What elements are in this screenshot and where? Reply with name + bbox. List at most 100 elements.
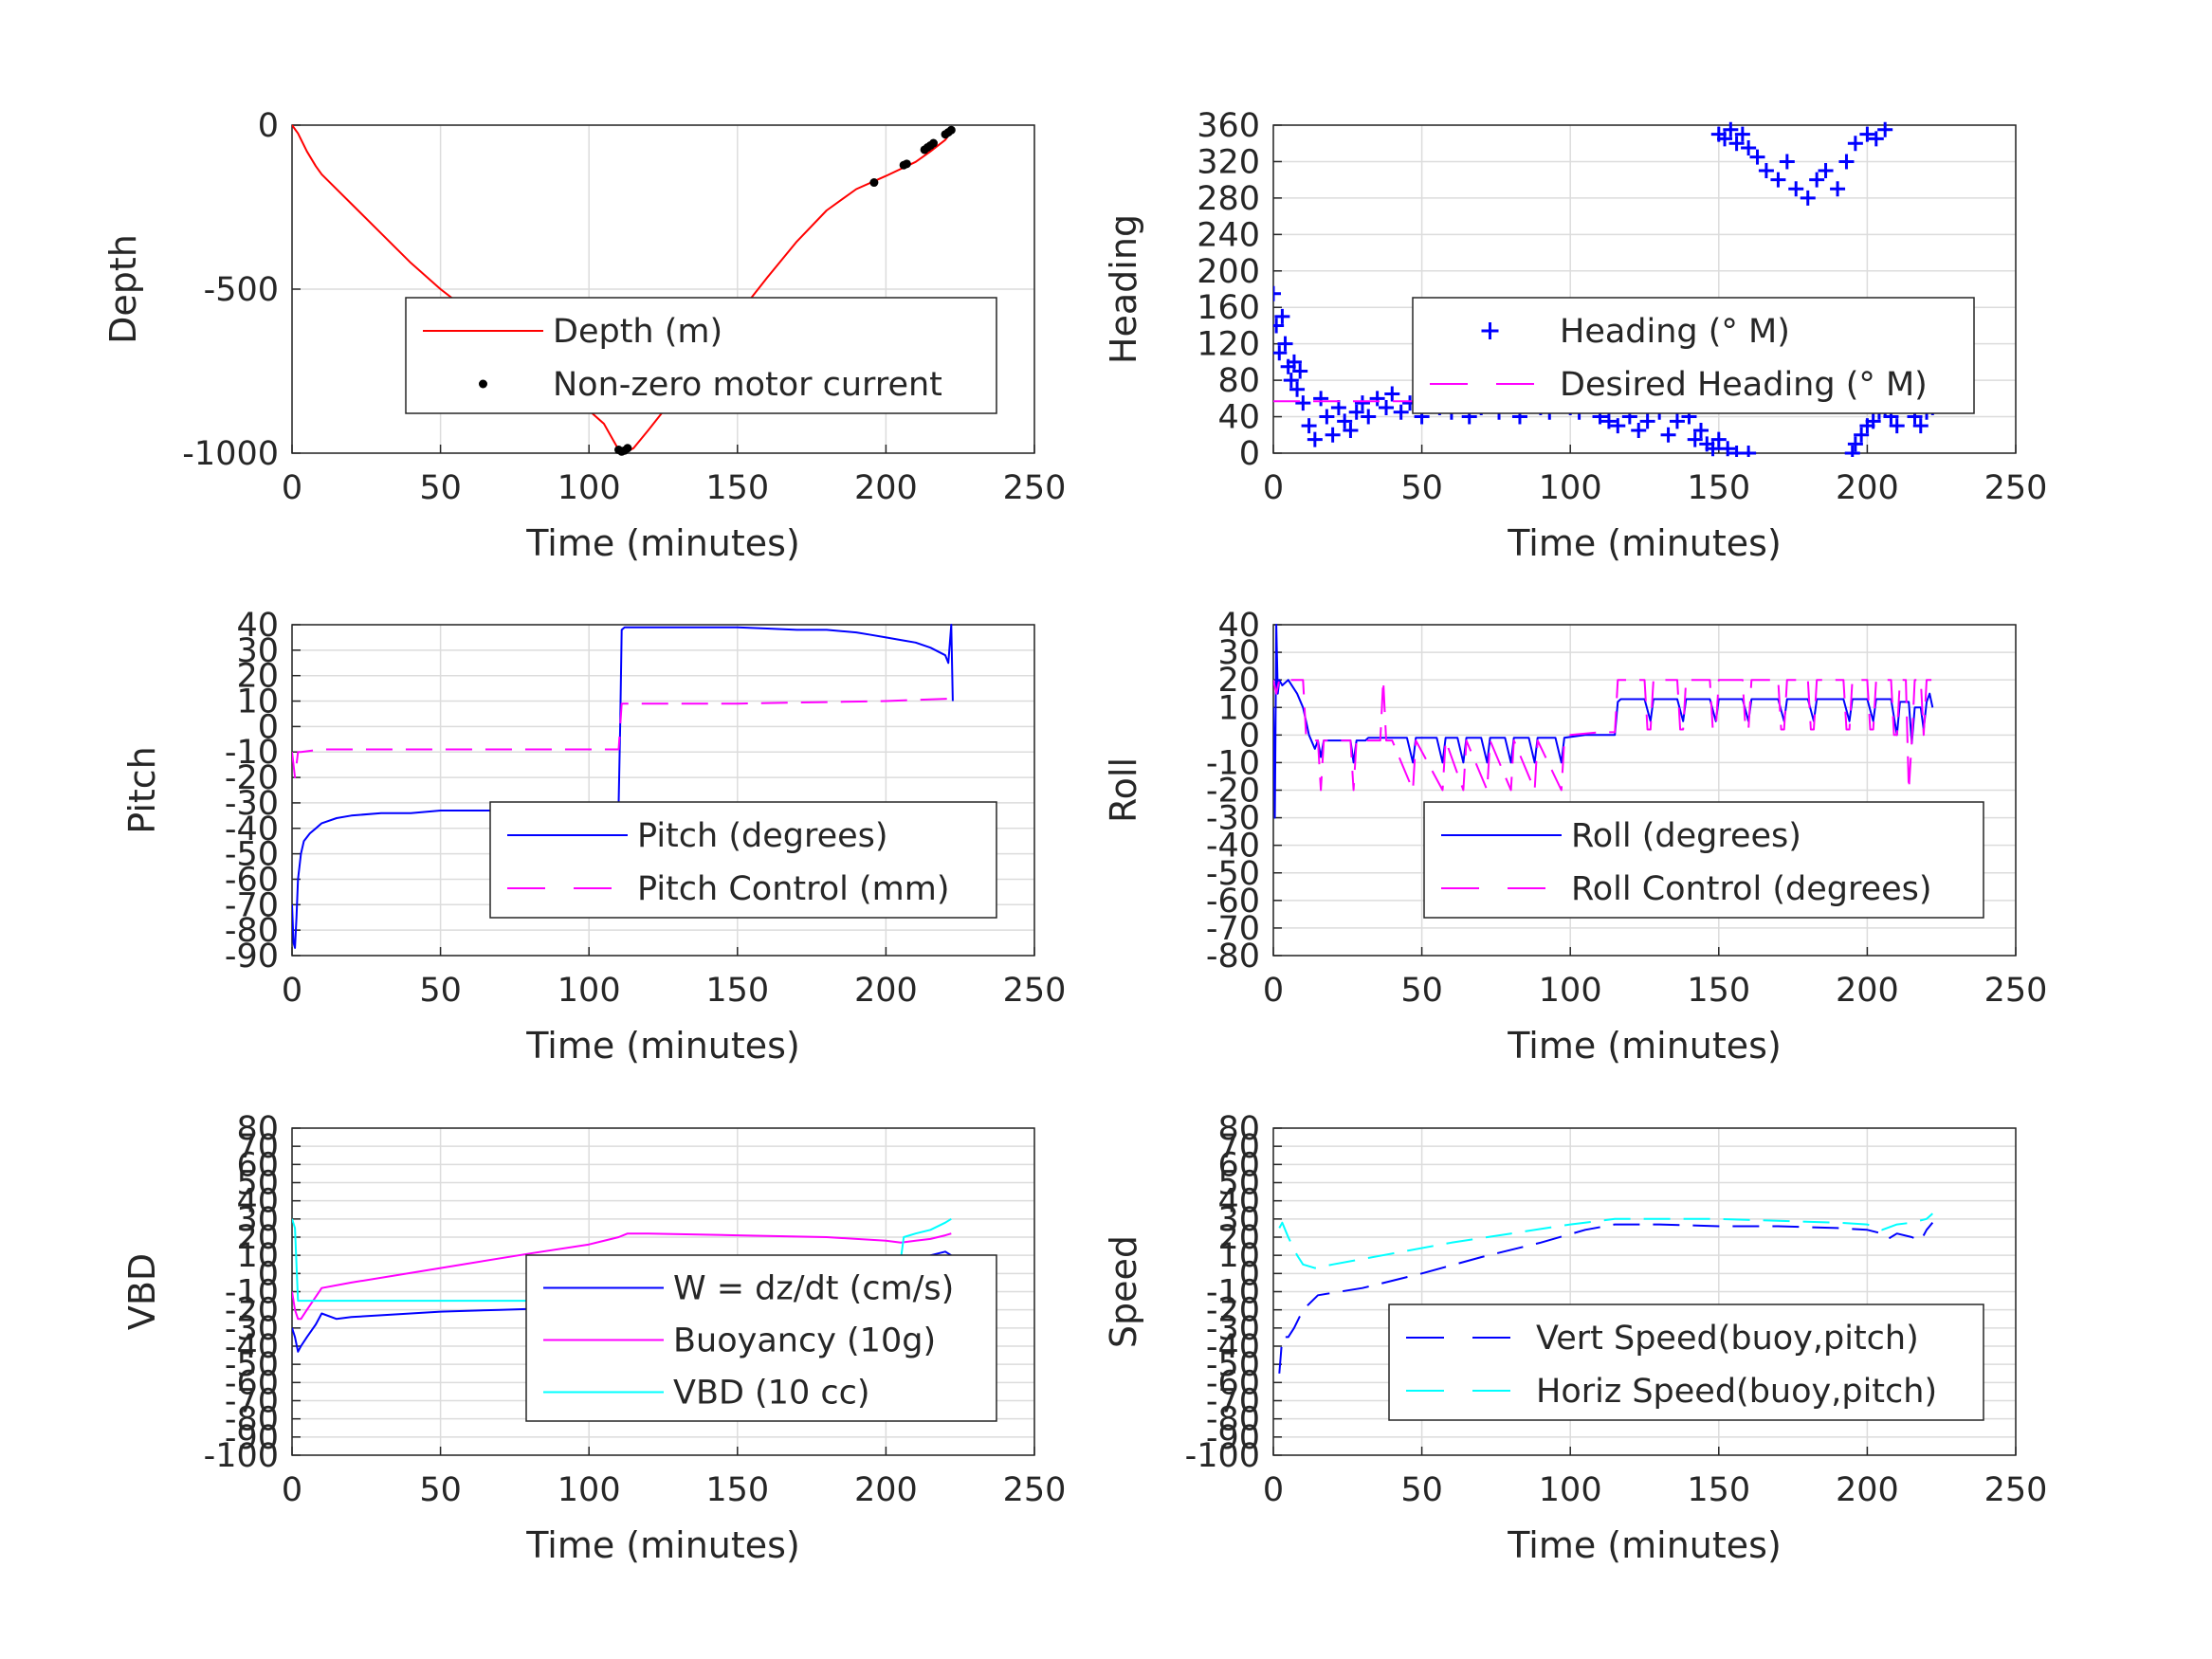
y-tick-label: -100 bbox=[204, 1437, 279, 1475]
legend-entry: Roll Control (degrees) bbox=[1571, 870, 1932, 908]
x-tick-label: 0 bbox=[1263, 1471, 1284, 1509]
data-point bbox=[1720, 441, 1736, 457]
y-tick-label: -10 bbox=[225, 1274, 279, 1312]
y-tick-label: -20 bbox=[225, 1292, 279, 1330]
data-point bbox=[1639, 413, 1655, 429]
data-point bbox=[1330, 399, 1346, 415]
data-point bbox=[1277, 336, 1293, 352]
y-tick-label: 20 bbox=[1217, 1219, 1260, 1257]
data-point bbox=[1354, 395, 1370, 411]
y-tick-label: 0 bbox=[1239, 435, 1260, 473]
y-tick-label: -90 bbox=[225, 938, 279, 975]
y-tick-label: -100 bbox=[1185, 1437, 1260, 1475]
data-point bbox=[1301, 418, 1317, 434]
y-tick-label: 40 bbox=[1217, 607, 1260, 645]
data-point bbox=[623, 444, 632, 453]
y-tick-label: -10 bbox=[1206, 744, 1260, 782]
series-1 bbox=[1278, 1222, 1934, 1374]
y-tick-label: 320 bbox=[1197, 143, 1260, 181]
y-tick-label: -20 bbox=[225, 759, 279, 797]
y-tick-label: -80 bbox=[225, 912, 279, 950]
series-2 bbox=[1273, 679, 1933, 792]
y-tick-label: -60 bbox=[1206, 1364, 1260, 1402]
y-tick-label: 10 bbox=[1217, 1237, 1260, 1275]
data-point bbox=[1758, 163, 1774, 179]
x-tick-label: 50 bbox=[419, 1471, 462, 1509]
series-1 bbox=[1273, 624, 1934, 819]
data-point bbox=[1307, 431, 1323, 447]
x-tick-label: 50 bbox=[1400, 469, 1443, 507]
data-point bbox=[1292, 363, 1308, 379]
y-tick-label: -70 bbox=[225, 886, 279, 924]
data-point bbox=[1600, 413, 1617, 429]
y-axis-label: Roll bbox=[1103, 757, 1144, 823]
series-line bbox=[1278, 1222, 1934, 1374]
plot-area bbox=[1273, 624, 1934, 819]
data-point bbox=[1818, 163, 1834, 179]
y-tick-label: -40 bbox=[225, 811, 279, 848]
x-tick-label: 0 bbox=[282, 972, 302, 1010]
y-tick-label: -20 bbox=[1206, 773, 1260, 811]
subplot-4: 0 50 100 150 200 250-80-70-60-50-40-30-20-100… bbox=[1103, 607, 2047, 1066]
x-tick-label: 50 bbox=[1400, 972, 1443, 1010]
data-point bbox=[1779, 154, 1795, 170]
y-tick-label: 20 bbox=[236, 658, 279, 696]
x-tick-label: 250 bbox=[1003, 469, 1067, 507]
data-point bbox=[1660, 427, 1676, 443]
series-2 bbox=[1278, 1212, 1933, 1269]
x-tick-label: 200 bbox=[854, 1471, 918, 1509]
y-tick-label: 10 bbox=[236, 684, 279, 721]
data-point bbox=[1295, 395, 1311, 411]
y-tick-label: 40 bbox=[236, 1183, 279, 1221]
y-tick-label: -80 bbox=[1206, 1401, 1260, 1439]
x-tick-label: 0 bbox=[1263, 972, 1284, 1010]
y-tick-label: -80 bbox=[1206, 938, 1260, 975]
legend-entry: Roll (degrees) bbox=[1571, 817, 1801, 855]
data-point bbox=[1273, 318, 1285, 334]
data-point bbox=[902, 159, 911, 169]
y-tick-label: -40 bbox=[225, 1328, 279, 1366]
legend-box bbox=[525, 1254, 997, 1422]
data-point bbox=[1274, 308, 1290, 324]
y-tick-label: 80 bbox=[236, 1110, 279, 1148]
y-tick-label: -10 bbox=[225, 734, 279, 772]
data-point bbox=[1705, 441, 1721, 457]
legend: Depth (m) Non-zero motor current bbox=[405, 297, 997, 414]
x-tick-label: 150 bbox=[705, 1471, 769, 1509]
legend: Roll (degrees) Roll Control (degrees) bbox=[1423, 801, 1984, 919]
data-point bbox=[869, 178, 879, 188]
data-point bbox=[1669, 413, 1685, 429]
x-tick-label: 250 bbox=[1003, 972, 1067, 1010]
legend-box bbox=[1388, 1304, 1984, 1421]
data-point bbox=[1868, 131, 1884, 147]
data-point bbox=[1710, 431, 1727, 447]
data-point bbox=[1877, 121, 1893, 137]
legend-entry: VBD (10 cc) bbox=[673, 1375, 870, 1413]
data-point bbox=[1847, 436, 1863, 452]
data-point bbox=[1854, 427, 1870, 443]
plot-area bbox=[292, 124, 956, 456]
y-axis-label: Speed bbox=[1103, 1235, 1144, 1348]
x-tick-label: 200 bbox=[854, 972, 918, 1010]
data-point bbox=[1289, 381, 1306, 397]
x-tick-label: 50 bbox=[419, 469, 462, 507]
data-point bbox=[1693, 422, 1709, 438]
y-tick-label: -30 bbox=[1206, 1310, 1260, 1348]
data-point bbox=[1313, 391, 1329, 407]
y-tick-label: 0 bbox=[258, 107, 279, 145]
x-tick-label: 50 bbox=[1400, 1471, 1443, 1509]
legend: W = dz/dt (cm/s) Buoyancy (10g) VBD (10 cc… bbox=[525, 1254, 997, 1422]
data-point bbox=[1325, 427, 1341, 443]
data-point bbox=[1687, 431, 1703, 447]
y-tick-label: 50 bbox=[236, 1165, 279, 1203]
data-point bbox=[1770, 172, 1786, 188]
series-line bbox=[1273, 624, 1934, 819]
plot-area bbox=[1278, 1212, 1934, 1374]
y-tick-label: -30 bbox=[225, 785, 279, 823]
data-point bbox=[1717, 131, 1733, 147]
y-tick-label: -20 bbox=[1206, 1292, 1260, 1330]
x-tick-label: 150 bbox=[1687, 972, 1750, 1010]
data-point bbox=[1384, 386, 1400, 402]
y-tick-label: 200 bbox=[1197, 253, 1260, 291]
legend-box bbox=[1423, 801, 1984, 919]
